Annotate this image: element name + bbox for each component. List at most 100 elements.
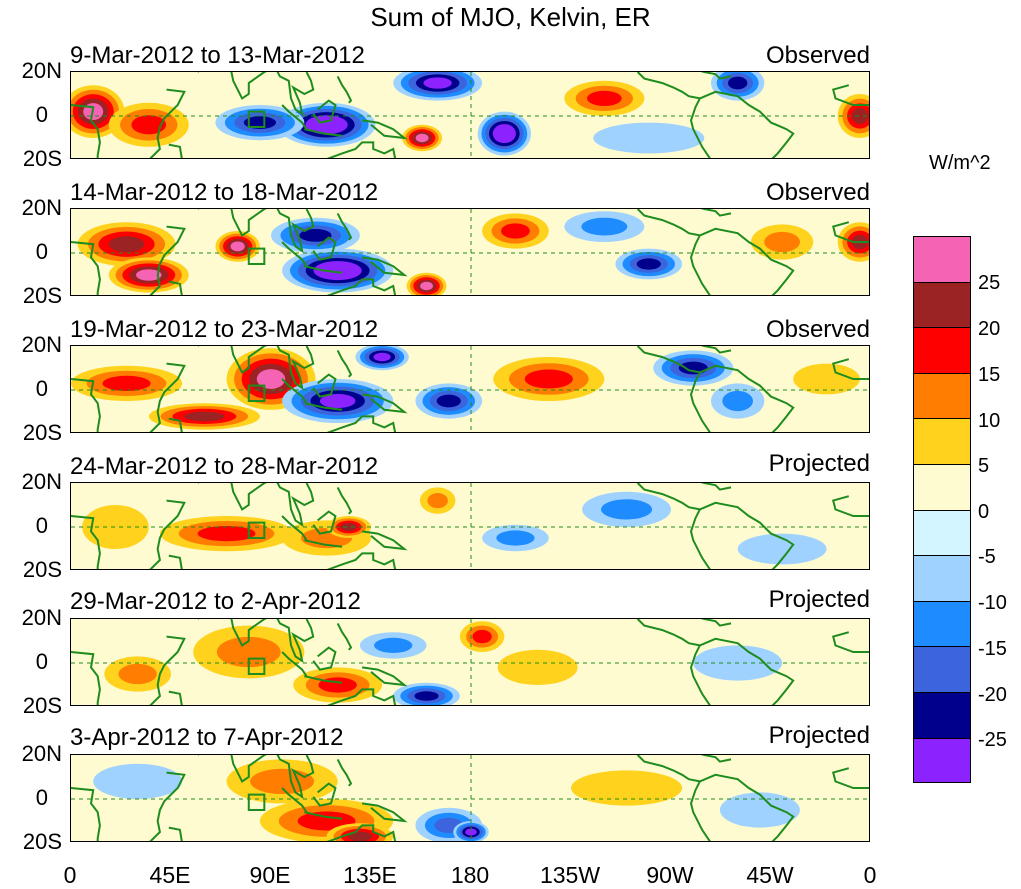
- colorbar-swatch: [913, 509, 971, 556]
- panel-type-label: Observed: [765, 179, 870, 206]
- panel-date-label: 19-Mar-2012 to 23-Mar-2012: [70, 316, 379, 343]
- lat-label-20s: 20S: [22, 693, 62, 718]
- coastline: [700, 72, 732, 80]
- coastline: [149, 771, 186, 841]
- coastline: [336, 349, 353, 378]
- colorbar-swatch: [913, 418, 971, 464]
- colorbar-label: 0: [978, 501, 990, 523]
- negative-anomaly-contour: [321, 264, 354, 278]
- lon-label: 90W: [646, 862, 694, 888]
- coastline: [197, 619, 315, 663]
- colorbar-label: -25: [978, 729, 1007, 751]
- region-box: [247, 384, 266, 402]
- positive-anomaly-contour: [256, 369, 286, 389]
- positive-anomaly-contour: [230, 241, 245, 252]
- coastline: [361, 530, 408, 551]
- coastline: [636, 755, 711, 841]
- coastline: [361, 666, 408, 687]
- colorbar-swatch: [913, 463, 971, 510]
- positive-anomaly-contour: [340, 523, 357, 531]
- coastline: [336, 622, 353, 651]
- colorbar-label: 10: [978, 410, 1001, 432]
- negative-anomaly-contour: [678, 361, 708, 375]
- colorbar-label: 20: [978, 318, 1001, 340]
- lat-label-20s: 20S: [22, 420, 62, 445]
- coastline: [636, 483, 711, 569]
- lat-label-eq: 0: [35, 785, 48, 810]
- coastline: [832, 221, 869, 243]
- coastline: [336, 758, 353, 787]
- region-box: [247, 247, 266, 265]
- coastline: [71, 651, 101, 705]
- anomaly-field: [71, 209, 869, 295]
- positive-anomaly-contour: [250, 768, 315, 795]
- negative-anomaly-contour: [719, 792, 800, 828]
- lat-label-20s: 20S: [22, 829, 62, 854]
- coastline: [832, 631, 869, 653]
- coastline: [699, 637, 795, 705]
- lat-label-eq: 0: [35, 376, 48, 401]
- negative-anomaly-contour: [593, 122, 705, 154]
- panel-type-label: Projected: [768, 586, 870, 613]
- positive-anomaly-contour: [793, 363, 860, 395]
- coastline: [304, 675, 343, 684]
- map-panel: [70, 754, 870, 842]
- coastline: [71, 515, 101, 569]
- lat-label-20s: 20S: [22, 146, 62, 171]
- colorbar-swatch: [913, 555, 971, 601]
- lon-label: 90E: [249, 862, 291, 888]
- coastline: [700, 209, 732, 217]
- coastline: [699, 90, 795, 158]
- coastline: [197, 483, 315, 527]
- lat-label-20n: 20N: [21, 741, 62, 766]
- positive-anomaly-contour: [102, 375, 151, 392]
- panel-date-label: 9-Mar-2012 to 13-Mar-2012: [70, 42, 365, 69]
- panel-date-label: 24-Mar-2012 to 28-Mar-2012: [70, 453, 379, 480]
- coastline: [312, 99, 337, 124]
- negative-anomaly-contour: [373, 352, 391, 362]
- coastline: [197, 755, 315, 799]
- positive-anomaly-contour: [427, 493, 448, 509]
- coastline: [71, 241, 101, 295]
- negative-anomaly-contour: [728, 76, 748, 90]
- negative-anomaly-contour: [601, 499, 653, 520]
- coastline: [281, 651, 308, 677]
- negative-anomaly-contour: [243, 116, 276, 129]
- coastline: [312, 373, 337, 398]
- negative-anomaly-contour: [496, 530, 535, 546]
- coastline: [336, 486, 353, 515]
- anomaly-field: [71, 72, 869, 158]
- coastline: [149, 225, 186, 295]
- coastline: [326, 141, 397, 158]
- positive-anomaly-contour: [851, 108, 868, 124]
- positive-anomaly-contour: [524, 369, 573, 389]
- region-box: [247, 657, 266, 675]
- coastline: [168, 554, 183, 569]
- negative-anomaly-contour: [722, 390, 754, 412]
- coastline: [281, 787, 308, 813]
- positive-anomaly-contour: [184, 411, 225, 422]
- figure-title: Sum of MJO, Kelvin, ER: [370, 2, 651, 32]
- lat-label-eq: 0: [35, 102, 48, 127]
- negative-anomaly-contour: [465, 828, 477, 836]
- positive-anomaly-contour: [347, 831, 372, 841]
- anomaly-field: [71, 483, 869, 569]
- colorbar-swatch: [913, 600, 971, 647]
- coastline: [168, 826, 183, 841]
- negative-anomaly-contour: [423, 77, 452, 89]
- positive-anomaly-contour: [420, 281, 433, 291]
- coastline: [699, 227, 795, 295]
- coastline: [168, 690, 183, 705]
- coastline: [700, 346, 732, 354]
- coastline: [71, 378, 101, 432]
- region-box: [247, 110, 266, 128]
- coastline: [361, 119, 408, 140]
- lon-label: 0: [63, 862, 77, 888]
- coastline: [197, 72, 315, 116]
- coastline: [71, 787, 101, 841]
- positive-anomaly-contour: [472, 629, 492, 644]
- coastline: [361, 256, 408, 277]
- colorbar-label: -20: [978, 684, 1007, 706]
- region-box: [247, 521, 266, 539]
- coastline: [636, 619, 711, 705]
